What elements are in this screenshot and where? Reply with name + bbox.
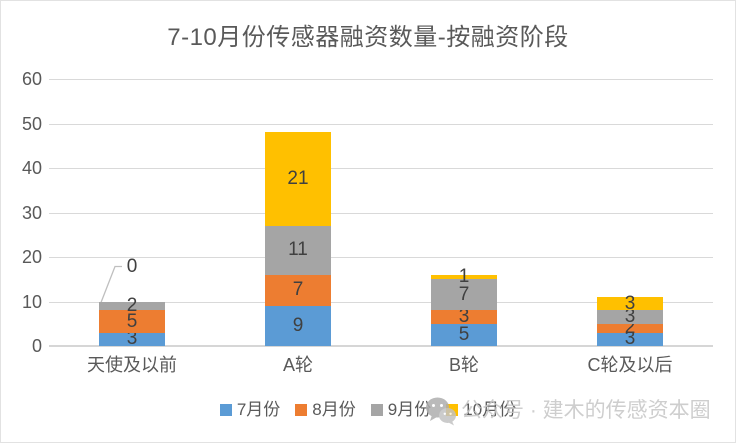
bar-segment-10月份-A轮 bbox=[265, 132, 331, 226]
data-label-8月份-A轮: 7 bbox=[292, 279, 304, 301]
legend-item-9月份: 9月份 bbox=[370, 400, 432, 420]
legend-item-10月份: 10月份 bbox=[446, 400, 516, 420]
gridline bbox=[49, 168, 713, 169]
y-axis-tick-label: 20 bbox=[21, 247, 42, 267]
legend: 7月份 8月份 9月份 10月份 bbox=[1, 400, 735, 420]
category-label-A轮: A轮 bbox=[282, 355, 313, 375]
bar-segment-9月份-天使及以前 bbox=[99, 301, 165, 311]
bar-segment-8月份-C轮及以后 bbox=[597, 323, 663, 333]
y-axis-tick-label: 50 bbox=[21, 113, 42, 134]
x-axis-line bbox=[49, 345, 713, 347]
bar-segment-9月份-A轮 bbox=[265, 225, 331, 275]
data-label-9月份-C轮及以后: 3 bbox=[624, 306, 636, 328]
data-label-7月份-天使及以前: 3 bbox=[126, 328, 138, 350]
category-label-B轮: B轮 bbox=[448, 355, 479, 375]
gridline bbox=[49, 301, 713, 303]
bar-segment-8月份-B轮 bbox=[431, 310, 497, 324]
category-label-天使及以前: 天使及以前 bbox=[87, 355, 177, 375]
data-label-10月份-B轮: 1 bbox=[458, 266, 470, 288]
y-axis-tick-label: 10 bbox=[21, 291, 42, 312]
legend-label: 9月份 bbox=[387, 400, 432, 419]
bar-segment-9月份-B轮 bbox=[431, 279, 497, 311]
data-label-7月份-C轮及以后: 3 bbox=[624, 328, 636, 350]
legend-label: 8月份 bbox=[312, 400, 356, 419]
data-label-10月份-A轮: 21 bbox=[287, 168, 309, 190]
bar-segment-9月份-C轮及以后 bbox=[597, 310, 663, 324]
data-label-9月份-B轮: 7 bbox=[458, 283, 470, 305]
bar-segment-7月份-天使及以前 bbox=[99, 332, 165, 346]
y-axis-tick-label: 40 bbox=[21, 158, 42, 178]
legend-label: 7月份 bbox=[236, 400, 281, 419]
gridline bbox=[49, 257, 713, 258]
bar-segment-8月份-A轮 bbox=[265, 274, 331, 306]
gridline bbox=[49, 212, 713, 214]
data-label-8月份-天使及以前: 5 bbox=[126, 310, 138, 332]
y-axis-tick-label: 0 bbox=[31, 336, 42, 356]
data-label-10月份-C轮及以后: 3 bbox=[624, 292, 636, 314]
data-label-8月份-B轮: 3 bbox=[458, 306, 470, 328]
legend-item-7月份: 7月份 bbox=[219, 400, 281, 420]
y-axis-tick-label: 30 bbox=[21, 202, 42, 223]
data-label-10月份-天使及以前: 0 bbox=[126, 255, 138, 277]
bar-segment-10月份-C轮及以后 bbox=[597, 297, 663, 311]
bar-segment-10月份-B轮 bbox=[431, 274, 497, 280]
bar-segment-8月份-天使及以前 bbox=[99, 310, 165, 333]
gridline bbox=[49, 123, 713, 125]
data-label-9月份-A轮: 11 bbox=[288, 239, 308, 261]
legend-item-8月份: 8月份 bbox=[295, 400, 356, 420]
category-label-C轮及以后: C轮及以后 bbox=[587, 355, 673, 375]
data-label-9月份-天使及以前: 2 bbox=[126, 294, 138, 316]
bar-segment-7月份-C轮及以后 bbox=[597, 332, 663, 346]
y-axis-tick-label: 60 bbox=[21, 69, 42, 89]
data-label-8月份-C轮及以后: 2 bbox=[624, 317, 636, 339]
legend-marker-icon bbox=[370, 404, 383, 416]
gridline bbox=[49, 79, 713, 80]
legend-label: 10月份 bbox=[463, 400, 517, 419]
data-label-7月份-A轮: 9 bbox=[292, 314, 304, 336]
legend-marker-icon bbox=[446, 404, 459, 416]
bar-segment-7月份-B轮 bbox=[431, 323, 497, 346]
data-label-7月份-B轮: 5 bbox=[458, 323, 470, 345]
legend-marker-icon bbox=[219, 404, 232, 416]
bar-segment-7月份-A轮 bbox=[265, 305, 331, 346]
chart-title: 7-10月份传感器融资数量-按融资阶段 bbox=[167, 24, 569, 51]
legend-marker-icon bbox=[295, 404, 308, 416]
